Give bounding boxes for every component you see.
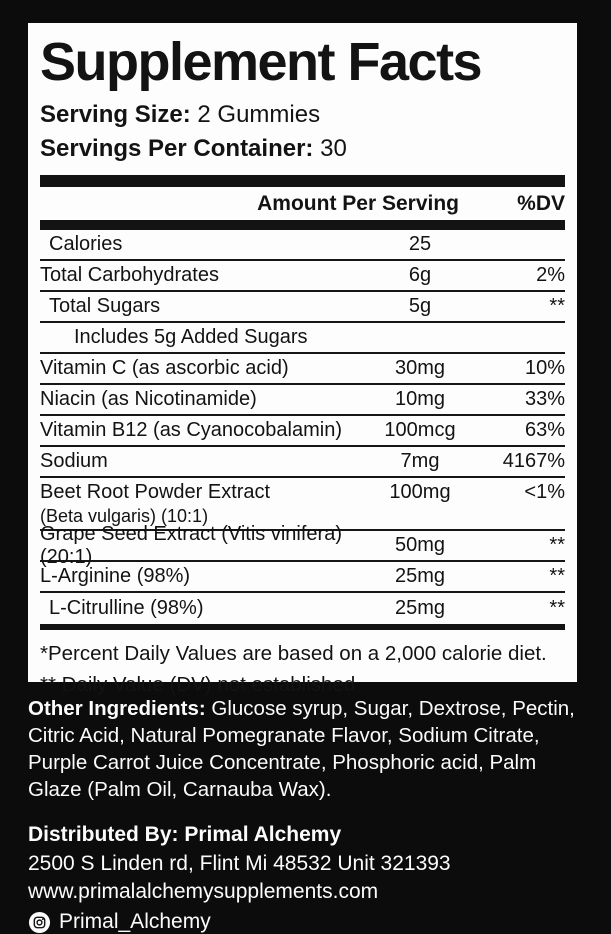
distributor-address: 2500 S Linden rd, Flint Mi 48532 Unit 32… (28, 852, 451, 875)
nutrient-name: Grape Seed Extract (Vitis vinifera) (20:… (40, 522, 342, 568)
instagram-row: Primal_Alchemy (28, 910, 580, 934)
row-l-arginine: L-Arginine (98%) 25mg ** (40, 562, 565, 593)
nutrient-name: L-Arginine (98%) (40, 565, 191, 587)
nutrient-name: Total Carbohydrates (40, 264, 219, 286)
divider-thick-top (40, 175, 565, 187)
distributor-website: www.primalalchemysupplements.com (28, 880, 379, 903)
row-sodium: Sodium 7mg 4167% (40, 447, 565, 478)
nutrient-amount: 25 (408, 233, 432, 255)
nutrient-dv: ** (549, 565, 565, 587)
nutrient-amount: 25mg (394, 597, 446, 619)
nutrient-amount: 10mg (394, 388, 446, 410)
nutrient-name: Vitamin C (as ascorbic acid) (40, 357, 289, 379)
nutrient-dv: ** (549, 597, 565, 619)
row-l-citrulline: L-Citrulline (98%) 25mg ** (40, 593, 565, 624)
other-ingredients-text: Glucose syrup, Sugar, Dextrose, Pectin, … (28, 697, 575, 801)
nutrient-amount: 100mcg (384, 419, 456, 441)
nutrient-dv: 2% (536, 264, 565, 286)
nutrient-amount: 5g (408, 295, 432, 317)
row-niacin: Niacin (as Nicotinamide) 10mg 33% (40, 385, 565, 416)
nutrient-amount: 30mg (394, 357, 446, 379)
row-total-carbohydrates: Total Carbohydrates 6g 2% (40, 261, 565, 292)
nutrient-name: Vitamin B12 (as Cyanocobalamin) (40, 419, 343, 441)
nutrient-amount: 50mg (394, 534, 446, 556)
serving-size-line: Serving Size: 2 Gummies (40, 98, 565, 132)
lower-info-section: Other Ingredients: Glucose syrup, Sugar,… (28, 695, 580, 934)
nutrient-dv: 10% (524, 357, 565, 379)
nutrient-name: Sodium (40, 450, 108, 472)
footnote-daily-values: *Percent Daily Values are based on a 2,0… (40, 642, 547, 665)
nutrient-name: Calories (49, 233, 123, 255)
nutrient-dv: <1% (524, 481, 565, 503)
row-vitamin-c: Vitamin C (as ascorbic acid) 30mg 10% (40, 354, 565, 385)
nutrient-amount: 100mg (389, 481, 451, 503)
servings-per-container-label: Servings Per Container: (40, 135, 314, 162)
nutrient-dv: 63% (524, 419, 565, 441)
instagram-icon (28, 911, 51, 934)
nutrient-name: L-Citrulline (98%) (49, 597, 204, 619)
panel-title: Supplement Facts (40, 32, 483, 92)
serving-size-label: Serving Size: (40, 101, 191, 128)
nutrient-dv: ** (549, 295, 565, 317)
table-header-row: Amount Per Serving %DV (40, 187, 565, 220)
row-grape-seed-extract: Grape Seed Extract (Vitis vinifera) (20:… (40, 523, 565, 568)
row-total-sugars: Total Sugars 5g ** (40, 292, 565, 323)
row-beet-root-powder-extract: Beet Root Powder Extract (Beta vulgaris)… (40, 478, 565, 531)
nutrient-name: Beet Root Powder Extract (Beta vulgaris)… (40, 481, 355, 528)
nutrient-name: Niacin (as Nicotinamide) (40, 388, 257, 410)
supplement-facts-panel: Supplement Facts Serving Size: 2 Gummies… (28, 23, 577, 696)
distributed-by: Distributed By: Primal Alchemy (28, 823, 342, 846)
serving-size-value: 2 Gummies (197, 101, 321, 128)
row-calories: Calories 25 (40, 230, 565, 261)
nutrient-amount: 7mg (400, 450, 440, 472)
nutrient-name-line2: (Beta vulgaris) (10:1) (40, 506, 209, 526)
nutrient-name: Includes 5g Added Sugars (74, 326, 308, 348)
footnote-dv-not-established: ** Daily Value (DV) not established (40, 673, 356, 696)
instagram-handle: Primal_Alchemy (59, 910, 211, 933)
servings-per-container-line: Servings Per Container: 30 (40, 132, 565, 166)
amount-per-serving-header: Amount Per Serving (257, 191, 459, 215)
row-added-sugars: Includes 5g Added Sugars (40, 323, 565, 354)
footnotes: *Percent Daily Values are based on a 2,0… (40, 630, 565, 700)
nutrient-dv: ** (549, 534, 565, 556)
divider-thick-bottom (40, 624, 565, 630)
nutrient-name-line1: Beet Root Powder Extract (40, 481, 271, 503)
nutrient-amount: 6g (408, 264, 432, 286)
serving-info: Serving Size: 2 Gummies Servings Per Con… (40, 98, 565, 166)
row-vitamin-b12: Vitamin B12 (as Cyanocobalamin) 100mcg 6… (40, 416, 565, 447)
divider-thick-mid (40, 220, 565, 230)
nutrient-dv: 33% (524, 388, 565, 410)
other-ingredients-label: Other Ingredients: (28, 697, 206, 720)
dv-header: %DV (517, 191, 565, 215)
nutrient-dv: 4167% (502, 450, 565, 472)
nutrient-amount: 25mg (394, 565, 446, 587)
other-ingredients: Other Ingredients: Glucose syrup, Sugar,… (28, 695, 580, 803)
nutrient-name: Total Sugars (49, 295, 161, 317)
servings-per-container-value: 30 (320, 135, 347, 162)
